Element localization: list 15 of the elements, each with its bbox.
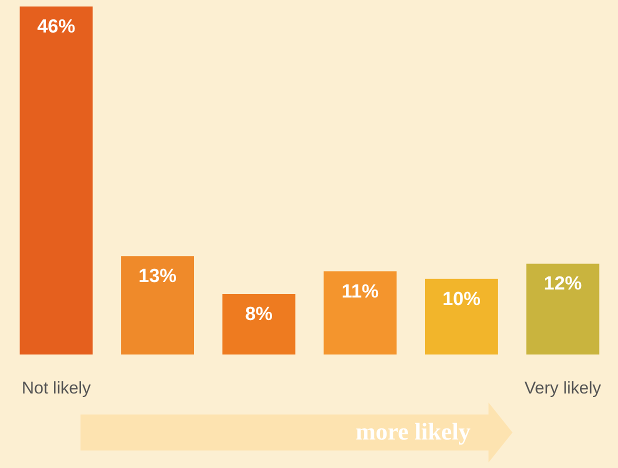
bar	[121, 256, 194, 354]
data-label: 8%	[245, 304, 273, 325]
data-label: 46%	[37, 16, 76, 38]
data-label: 10%	[442, 288, 481, 310]
bar	[20, 6, 93, 354]
bar	[526, 264, 600, 354]
data-label: 13%	[138, 266, 177, 288]
x-tick-label: Not likely	[22, 378, 92, 398]
data-label: 12%	[544, 274, 582, 295]
bar	[424, 278, 498, 354]
text: more likely	[356, 420, 471, 446]
data-label: 11%	[342, 281, 379, 302]
bar	[222, 294, 296, 354]
bar	[324, 271, 397, 354]
x-tick-label: Very likely	[524, 378, 602, 398]
